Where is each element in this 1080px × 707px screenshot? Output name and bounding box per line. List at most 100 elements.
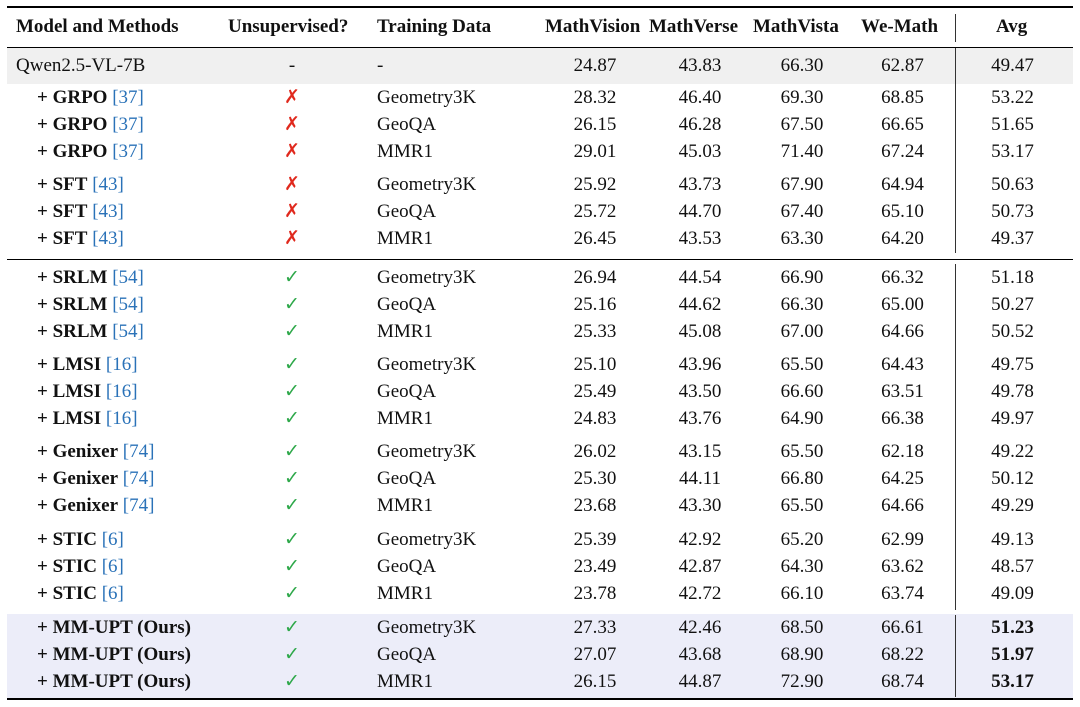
citation-link[interactable]: [54] [112,294,144,315]
method-name: + SRLM [37,267,108,288]
mathvision-cell: 23.68 [573,495,617,516]
avg-divider-unsupervised [955,264,956,610]
mathverse-cell: 42.46 [678,617,722,638]
citation-link[interactable]: [43] [92,201,124,222]
citation-link[interactable]: [54] [112,267,144,288]
wemath-cell: 62.18 [881,441,924,462]
cross-icon: ✗ [284,228,300,249]
citation-link[interactable]: [37] [112,141,144,162]
citation-link[interactable]: [43] [92,174,124,195]
wemath-cell: 64.43 [881,354,924,375]
mathvision-cell: 25.30 [573,468,617,489]
citation-link[interactable]: [16] [105,381,138,402]
check-icon: ✓ [284,294,300,315]
citation-link[interactable]: [16] [105,408,138,429]
header-training-data: Training Data [377,16,492,37]
method-name: + STIC [37,556,97,577]
mathvision-cell: 24.83 [573,408,617,429]
table-row: + SRLM [54] ✓ Geometry3K 26.94 44.54 66.90 66.… [0,264,1080,291]
avg-cell: 51.23 [991,617,1034,638]
model-cell: + STIC [6] [37,553,124,580]
training-data-cell: MMR1 [377,408,433,429]
mathvista-cell: 66.90 [780,267,824,288]
cross-icon: ✗ [284,174,300,195]
model-cell: + GRPO [37] [37,138,144,165]
avg-cell: 49.75 [991,354,1034,375]
method-name: + MM-UPT (Ours) [37,671,192,692]
wemath-cell: 66.61 [881,617,924,638]
mathvision-cell: 23.78 [573,583,617,604]
table-row: + Genixer [74] ✓ GeoQA 25.30 44.11 66.80 64.25… [0,465,1080,492]
training-data-cell: Geometry3K [377,529,477,550]
model-cell: + SFT [43] [37,171,124,198]
training-data-cell: Geometry3K [377,267,477,288]
wemath-cell: 63.51 [881,381,924,402]
wemath-cell: 66.38 [881,408,924,429]
citation-link[interactable]: [37] [112,87,144,108]
mathvision-cell: 25.92 [573,174,617,195]
mathvista-cell: 65.50 [780,441,824,462]
mathvista-cell: 65.50 [780,495,824,516]
header-unsupervised: Unsupervised? [228,16,349,37]
unsupervised-cell: - [288,55,296,76]
bottom-rule [7,698,1073,700]
citation-link[interactable]: [6] [101,529,124,550]
table-row: + SFT [43] ✗ MMR1 26.45 43.53 63.30 64.20 49.37 [0,225,1080,252]
citation-link[interactable]: [74] [122,495,155,516]
mathvision-cell: 26.15 [573,114,617,135]
mathvision-cell: 24.87 [573,55,617,76]
check-icon: ✓ [284,583,300,604]
check-icon: ✓ [284,408,300,429]
citation-link[interactable]: [37] [112,114,144,135]
training-data-cell: GeoQA [377,201,437,222]
citation-link[interactable]: [16] [105,354,138,375]
model-cell: + SRLM [54] [37,264,144,291]
method-name: + GRPO [37,87,108,108]
table-row: + SFT [43] ✗ Geometry3K 25.92 43.73 67.90 64.9… [0,171,1080,198]
avg-cell: 53.22 [991,87,1034,108]
model-cell: + MM-UPT (Ours) [37,668,191,695]
cross-icon: ✗ [284,141,300,162]
wemath-cell: 62.87 [881,55,924,76]
mathvista-cell: 67.40 [780,201,824,222]
method-name: + SFT [37,201,88,222]
table-row: + LMSI [16] ✓ GeoQA 25.49 43.50 66.60 63.51 49.… [0,378,1080,405]
training-data-cell: - [377,55,384,76]
base-row-highlight [7,48,1073,84]
citation-link[interactable]: [74] [122,468,155,489]
wemath-cell: 68.22 [881,644,924,665]
citation-link[interactable]: [43] [92,228,124,249]
citation-link[interactable]: [74] [122,441,155,462]
model-cell: + STIC [6] [37,526,124,553]
avg-cell: 49.78 [991,381,1034,402]
model-cell: + STIC [6] [37,580,124,607]
citation-link[interactable]: [54] [112,321,144,342]
mathvision-cell: 29.01 [573,141,617,162]
citation-link[interactable]: [6] [101,556,124,577]
mathvision-cell: 25.16 [573,294,617,315]
training-data-cell: GeoQA [377,114,437,135]
mathverse-cell: 43.15 [678,441,722,462]
mathvision-cell: 27.07 [573,644,617,665]
mathverse-cell: 44.11 [678,468,722,489]
mathverse-cell: 44.87 [678,671,722,692]
table-row: + STIC [6] ✓ MMR1 23.78 42.72 66.10 63.74 49.09 [0,580,1080,607]
wemath-cell: 66.65 [881,114,924,135]
mathvista-cell: 72.90 [780,671,824,692]
wemath-cell: 65.00 [881,294,924,315]
method-name: + SRLM [37,321,108,342]
mathverse-cell: 42.72 [678,583,722,604]
header-mathvista: MathVista [753,16,839,37]
model-cell: + LMSI [16] [37,351,138,378]
mathvision-cell: 28.32 [573,87,617,108]
wemath-cell: 67.24 [881,141,924,162]
table-row: + Genixer [74] ✓ MMR1 23.68 43.30 65.50 64.66 4… [0,492,1080,519]
avg-cell: 51.65 [991,114,1034,135]
header-mathverse: MathVerse [649,16,738,37]
mathvista-cell: 67.00 [780,321,824,342]
ours-rows-highlight [7,614,1073,698]
table-row: + STIC [6] ✓ GeoQA 23.49 42.87 64.30 63.62 48.5… [0,553,1080,580]
method-name: + GRPO [37,114,108,135]
mathvista-cell: 66.30 [780,55,824,76]
citation-link[interactable]: [6] [101,583,124,604]
